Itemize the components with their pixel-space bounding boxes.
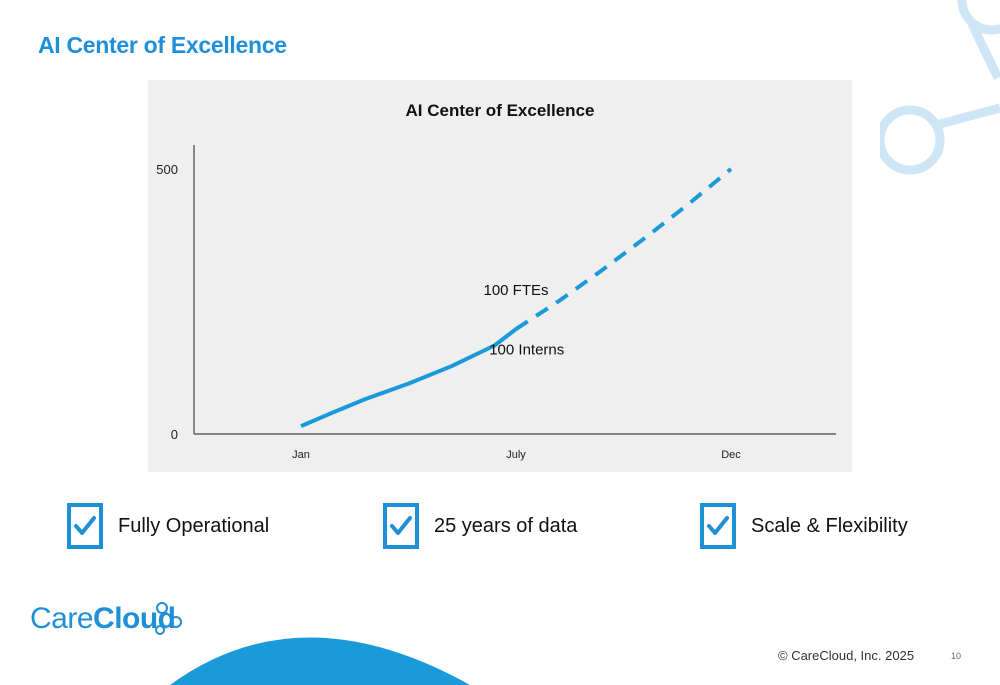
checklist-label: 25 years of data <box>434 514 578 537</box>
x-tick-label: Dec <box>721 449 741 461</box>
checkbox-checked-icon <box>700 503 736 549</box>
bottom-arc-decoration <box>170 637 470 685</box>
checklist-item-fully-operational: Fully Operational <box>67 503 269 549</box>
checklist-label: Scale & Flexibility <box>751 514 908 537</box>
checkbox-checked-icon <box>67 503 103 549</box>
logo-molecule-icon <box>155 602 182 635</box>
carecloud-logo: CareCloud <box>30 602 176 636</box>
y-tick-label: 500 <box>156 162 178 177</box>
logo-bold-text: Cloud <box>93 602 176 635</box>
checkbox-checked-icon <box>383 503 419 549</box>
chart-annotation: 100 FTEs <box>483 282 548 299</box>
chart-panel: AI Center of Excellence 0 500 Jan July Dec … <box>148 80 852 472</box>
x-tick-label: July <box>506 449 526 461</box>
actual-series-line <box>300 327 518 428</box>
y-tick-label: 0 <box>171 427 178 442</box>
molecule-decoration-icon <box>880 0 1000 175</box>
chart-title: AI Center of Excellence <box>406 101 595 120</box>
slide-title: AI Center of Excellence <box>38 32 287 58</box>
checklist-item-years-of-data: 25 years of data <box>383 503 577 549</box>
checklist-item-scale-flexibility: Scale & Flexibility <box>700 503 908 549</box>
chart-annotation: 100 Interns <box>489 342 564 359</box>
logo-regular-text: Care <box>30 602 94 635</box>
x-tick-label: Jan <box>292 449 310 461</box>
page-number: 10 <box>951 651 962 661</box>
footer-copyright: © CareCloud, Inc. 2025 <box>778 648 915 663</box>
checklist-label: Fully Operational <box>118 514 270 537</box>
projected-series-line <box>514 167 733 331</box>
